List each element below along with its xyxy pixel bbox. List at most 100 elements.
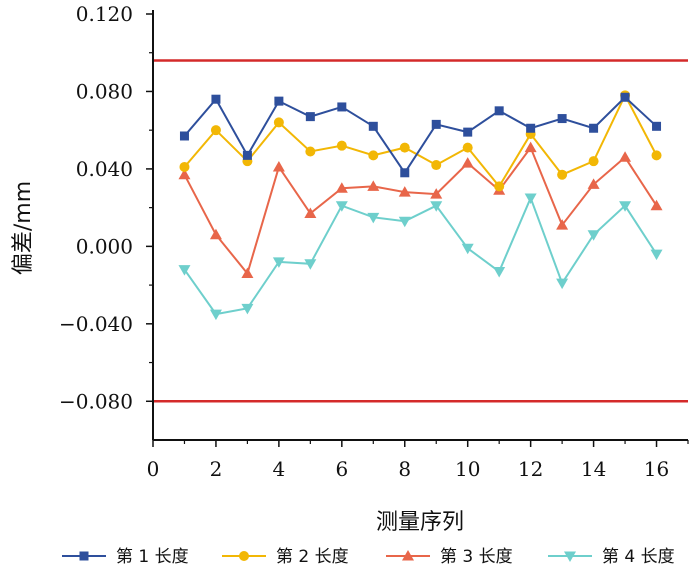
legend-marker [79, 551, 89, 561]
series-line [183, 195, 658, 316]
legend-label: 第 4 长度 [602, 547, 675, 567]
data-point [587, 178, 600, 189]
data-point [272, 160, 285, 172]
data-point [209, 309, 222, 321]
data-point [524, 193, 537, 204]
data-point [494, 106, 504, 116]
data-point [272, 257, 285, 268]
data-point [526, 123, 536, 133]
legend-item-2: 第 2 长度 [222, 547, 349, 567]
data-point [398, 186, 411, 197]
data-point [557, 114, 567, 124]
legend-marker [402, 550, 414, 561]
axes: 0.120 0.080 0.040 0.000 −0.040 −0.080 0 2 4 6 8 10 1… [59, 2, 689, 481]
x-axis-title: 测量序列 [376, 510, 464, 535]
x-tick-label: 14 [581, 457, 606, 481]
data-point [493, 267, 506, 278]
legend-marker [564, 551, 576, 562]
legend-item-4: 第 4 长度 [548, 547, 675, 567]
x-tick-label: 16 [644, 457, 669, 481]
data-point [178, 168, 191, 180]
data-point [400, 168, 410, 178]
data-point [557, 169, 568, 180]
data-point [178, 265, 191, 276]
data-point [399, 142, 410, 153]
y-axis-title: 偏差/mm [11, 181, 36, 275]
data-point [651, 150, 662, 161]
plot-area [153, 59, 688, 403]
data-point [367, 180, 380, 191]
x-tick-label: 8 [398, 457, 411, 481]
data-point [242, 150, 252, 160]
data-point [650, 199, 663, 211]
series-line [183, 93, 658, 189]
series-4 [178, 193, 663, 321]
data-point [652, 121, 662, 131]
series-line [183, 145, 658, 276]
data-point [430, 201, 443, 212]
x-tick-label: 2 [210, 457, 223, 481]
data-point [587, 230, 600, 241]
data-point [337, 102, 347, 112]
legend-item-1: 第 1 长度 [62, 547, 189, 567]
y-tick-label: −0.080 [59, 389, 133, 413]
data-point [335, 201, 348, 212]
data-point [398, 216, 411, 228]
data-point [335, 182, 348, 193]
data-point [305, 146, 316, 157]
y-tick-label: −0.040 [59, 312, 133, 336]
data-point [210, 125, 221, 136]
legend-label: 第 3 长度 [440, 547, 513, 567]
data-point [588, 156, 599, 167]
legend-label: 第 1 长度 [116, 547, 189, 567]
y-tick-label: 0.040 [76, 157, 133, 181]
data-point [179, 131, 189, 141]
data-point [431, 160, 442, 171]
data-point [273, 117, 284, 128]
data-point [304, 207, 317, 218]
x-tick-label: 4 [273, 457, 286, 481]
y-tick-label: 0.080 [76, 79, 133, 103]
data-point [368, 121, 378, 131]
data-point [209, 228, 222, 240]
series-2 [179, 90, 662, 192]
x-tick-label: 0 [147, 457, 160, 481]
data-point [494, 181, 505, 192]
data-point [620, 92, 630, 102]
data-point [650, 249, 663, 261]
data-point [619, 201, 632, 212]
data-point [179, 161, 190, 172]
data-point [211, 94, 221, 104]
data-point [241, 267, 254, 278]
series-1 [179, 92, 662, 178]
data-point [462, 142, 473, 153]
x-tick-label: 6 [335, 457, 348, 481]
data-point [241, 303, 254, 315]
data-point [431, 119, 441, 129]
series-line [183, 95, 658, 175]
data-point [463, 127, 473, 137]
data-point [368, 150, 379, 161]
data-point [304, 259, 317, 270]
y-tick-label: 0.000 [76, 234, 133, 258]
legend-item-3: 第 3 长度 [386, 547, 513, 567]
x-tick-label: 12 [518, 457, 543, 481]
data-point [556, 278, 569, 290]
data-point [336, 140, 347, 151]
series-3 [178, 141, 663, 278]
data-point [461, 243, 474, 255]
legend: 第 1 长度 第 2 长度 第 3 长度 第 4 长度 [62, 547, 675, 567]
data-point [619, 151, 632, 162]
data-point [274, 96, 284, 106]
data-point [524, 141, 537, 153]
data-point [305, 112, 315, 122]
data-point [430, 188, 443, 199]
data-point [589, 123, 599, 133]
x-tick-label: 10 [455, 457, 480, 481]
legend-marker [239, 551, 249, 561]
y-tick-label: 0.120 [76, 2, 133, 26]
data-point [556, 219, 569, 230]
legend-label: 第 2 长度 [276, 547, 349, 567]
data-point [367, 212, 380, 224]
